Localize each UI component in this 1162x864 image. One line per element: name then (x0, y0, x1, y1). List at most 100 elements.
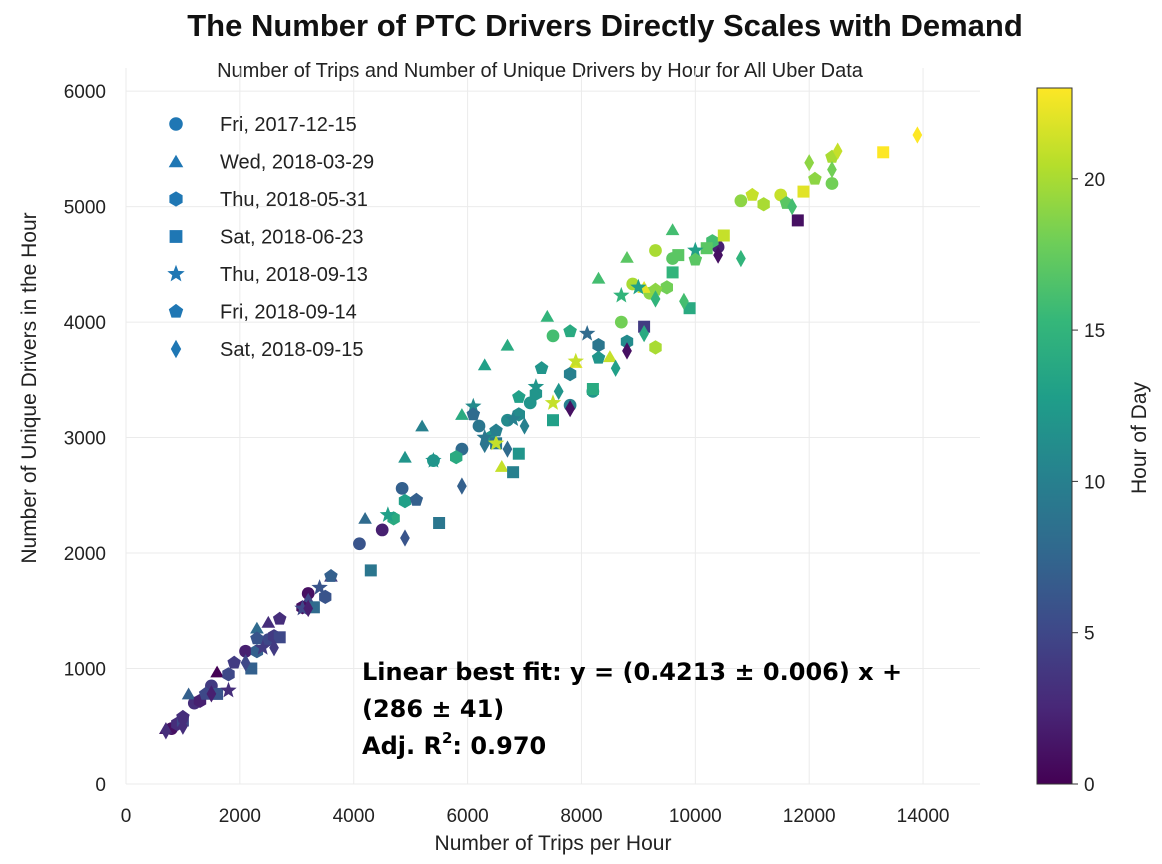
x-axis-ticks: 0 2000 4000 6000 8000 10000 12000 14000 (121, 806, 950, 827)
data-point (181, 687, 196, 700)
colorbar-tick-label: 5 (1084, 624, 1095, 645)
data-point (409, 492, 424, 506)
data-point (379, 506, 397, 522)
data-point (261, 615, 276, 628)
data-point (666, 266, 679, 279)
colorbar (1036, 87, 1073, 785)
y-tick-label: 6000 (64, 82, 106, 103)
data-point (400, 529, 410, 547)
data-point (546, 329, 560, 343)
data-point (512, 390, 526, 403)
y-tick-label: 4000 (64, 313, 106, 334)
data-point (415, 419, 429, 432)
legend-label: Fri, 2018-09-14 (220, 302, 357, 324)
data-point (353, 537, 366, 551)
data-point (610, 359, 621, 377)
data-point (688, 252, 703, 266)
r2-prefix: Adj. R (362, 732, 442, 760)
data-point (477, 358, 492, 371)
legend-label: Thu, 2018-05-31 (220, 189, 368, 211)
r2-superscript: 2 (442, 729, 452, 747)
data-point (479, 435, 490, 454)
data-points (159, 126, 923, 740)
data-point (494, 460, 509, 472)
data-point (540, 309, 555, 322)
data-point (567, 352, 584, 369)
data-point (613, 286, 630, 303)
data-point (787, 198, 797, 216)
data-point (487, 434, 505, 451)
r2-value: : 0.970 (452, 732, 546, 760)
data-point (745, 187, 759, 201)
colorbar-label: Hour of Day (1128, 381, 1151, 494)
legend-marker (168, 303, 184, 318)
data-point (507, 466, 520, 479)
legend-marker (168, 154, 184, 168)
data-point (622, 342, 632, 360)
y-tick-label: 1000 (64, 660, 106, 681)
legend-marker (170, 339, 182, 359)
data-point (603, 350, 617, 363)
data-point (239, 644, 252, 658)
legend-label: Wed, 2018-03-29 (220, 152, 374, 174)
data-point (466, 407, 481, 421)
data-point (504, 410, 522, 426)
data-point (210, 665, 224, 678)
y-tick-label: 3000 (64, 429, 106, 450)
x-tick-label: 2000 (219, 806, 261, 827)
x-tick-label: 0 (121, 806, 132, 827)
data-point (825, 177, 839, 190)
data-point (877, 146, 890, 159)
data-point (176, 709, 190, 723)
y-tick-label: 5000 (64, 198, 106, 219)
colorbar-tick-label: 0 (1084, 775, 1095, 796)
data-point (534, 361, 549, 374)
data-point (457, 477, 467, 495)
colorbar-ticks: 0 5 10 15 20 (1072, 170, 1105, 796)
data-point (563, 366, 577, 382)
data-point (734, 194, 748, 208)
data-point (620, 251, 634, 263)
data-point (311, 579, 328, 595)
data-point (591, 271, 606, 284)
data-point (519, 417, 530, 435)
data-point (649, 340, 662, 355)
data-point (455, 408, 469, 420)
grid-lines (125, 68, 980, 785)
data-point (161, 722, 171, 740)
data-point (220, 681, 237, 698)
y-tick-label: 0 (95, 775, 106, 796)
data-point (206, 685, 217, 703)
data-point (579, 325, 596, 341)
data-point (791, 214, 804, 227)
data-point (553, 382, 564, 400)
data-point (687, 241, 704, 258)
data-point (250, 631, 264, 645)
data-point (489, 423, 503, 437)
data-point (700, 242, 713, 255)
data-point (717, 229, 730, 242)
x-tick-label: 14000 (897, 806, 950, 827)
fit-annotation: Linear best fit: y = (0.4213 ± 0.006) x … (362, 658, 902, 760)
data-point (527, 378, 545, 394)
legend-label: Fri, 2017-12-15 (220, 114, 357, 136)
legend-marker (169, 191, 183, 207)
data-point (660, 280, 673, 295)
data-point (713, 246, 723, 264)
data-point (808, 171, 822, 185)
legend-marker (169, 230, 183, 243)
data-point (502, 440, 513, 458)
data-point (665, 223, 680, 236)
legend: Fri, 2017-12-15 Wed, 2018-03-29 Thu, 2018-… (167, 114, 374, 361)
data-point (736, 249, 746, 268)
data-point (398, 450, 412, 463)
data-point (797, 185, 810, 198)
data-point (254, 639, 271, 655)
colorbar-tick-label: 10 (1084, 472, 1105, 493)
data-point (250, 621, 264, 634)
fit-line-3: Adj. R2: 0.970 (362, 729, 546, 760)
data-point (273, 631, 286, 644)
x-tick-label: 4000 (333, 806, 375, 827)
data-point (512, 447, 525, 460)
